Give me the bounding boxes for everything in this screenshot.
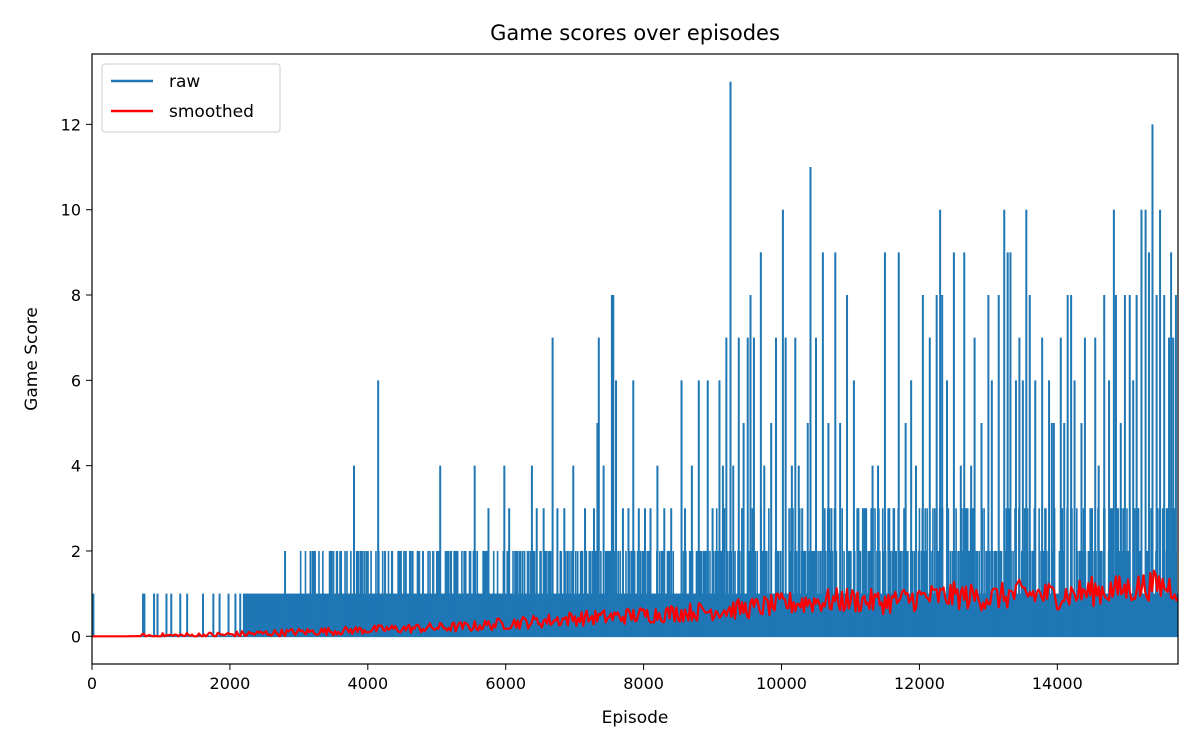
plot-frame <box>91 53 1179 665</box>
y-axis-label: Game Score <box>22 307 42 411</box>
smoothed-line <box>92 569 1178 638</box>
x-tick-label: 2000 <box>210 674 251 693</box>
x-axis: 0 2000 4000 6000 8000 10000 12000 14000 <box>87 664 1083 693</box>
legend-label-smoothed: smoothed <box>169 102 254 122</box>
y-tick-label: 0 <box>71 627 81 646</box>
y-tick-label: 8 <box>71 286 81 305</box>
y-tick-label: 10 <box>61 201 81 220</box>
x-tick-label: 4000 <box>347 674 388 693</box>
x-tick-label: 8000 <box>623 674 664 693</box>
chart-title: Game scores over episodes <box>490 21 780 45</box>
y-tick-label: 2 <box>71 542 81 561</box>
y-tick-label: 12 <box>61 115 81 134</box>
y-axis: 0 2 4 6 8 10 12 <box>61 115 92 646</box>
x-tick-label: 6000 <box>485 674 526 693</box>
legend-label-raw: raw <box>169 72 200 92</box>
y-tick-label: 4 <box>71 457 81 476</box>
y-tick-label: 6 <box>71 371 81 390</box>
x-tick-label: 12000 <box>894 674 945 693</box>
x-tick-label: 10000 <box>756 674 807 693</box>
legend: raw smoothed <box>101 63 281 133</box>
x-axis-label: Episode <box>602 708 669 728</box>
smoothed-series <box>92 569 1178 638</box>
x-tick-label: 14000 <box>1032 674 1083 693</box>
x-tick-label: 0 <box>87 674 97 693</box>
